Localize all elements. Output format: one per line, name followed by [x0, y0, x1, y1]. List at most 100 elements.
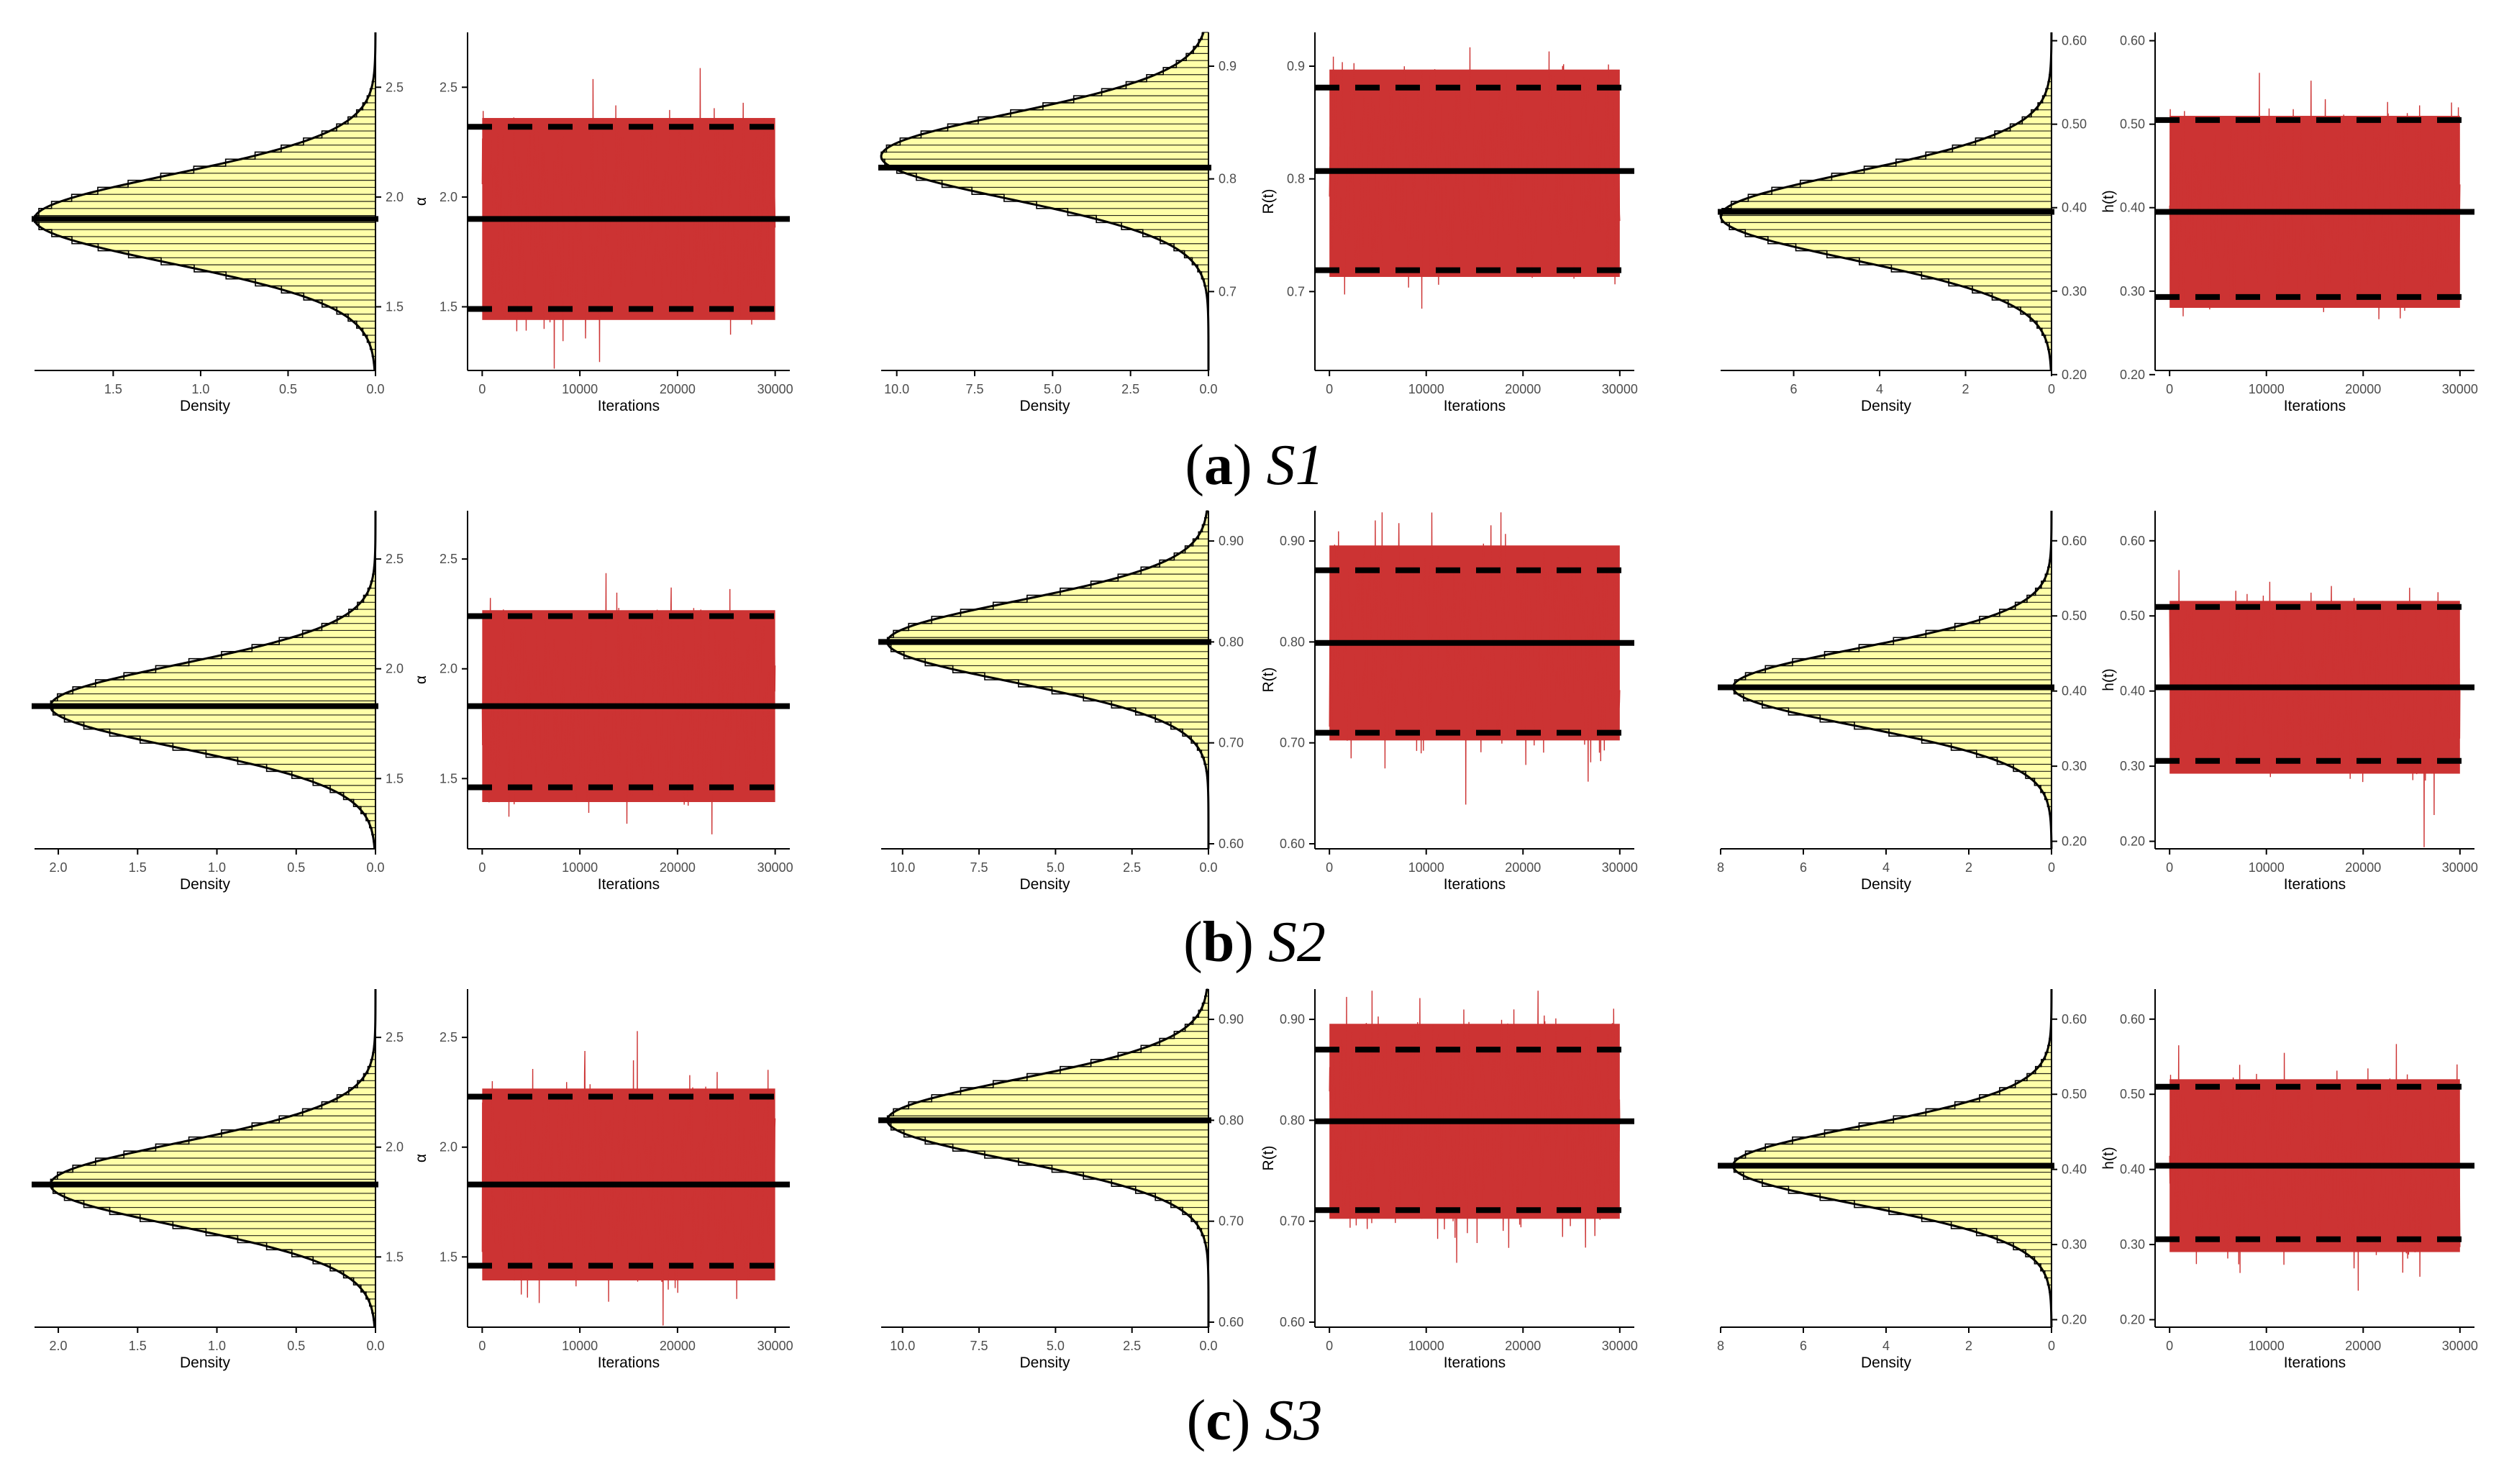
trace-line — [481, 573, 776, 834]
x-tick-label: 30000 — [2442, 1339, 2478, 1353]
y-tick-label: 0.7 — [1219, 284, 1237, 299]
panel-b-5-histogram: 8 6 4 2 0 0.20 0.30 0.40 0.50 0.60 Density — [1717, 510, 2087, 893]
x-tick-label: 10.0 — [890, 860, 915, 875]
y-tick-label: 0.30 — [2120, 759, 2145, 773]
caption-b-label: b — [1202, 911, 1235, 974]
x-tick-label: 1.0 — [208, 1339, 226, 1353]
y-tick-label: 0.50 — [2062, 609, 2087, 623]
x-tick-label: 20000 — [1505, 382, 1541, 396]
x-tick-label: 0 — [1326, 1339, 1333, 1353]
x-tick-label: 10000 — [562, 382, 598, 396]
y-tick-label: 1.5 — [386, 771, 404, 786]
x-tick-label: 6 — [1800, 860, 1807, 875]
panel-b-4-line: 0 10000 20000 30000 0.60 0.70 0.80 0.90 Iteratio… — [1260, 511, 1638, 893]
y-tick-label: 0.9 — [1219, 59, 1237, 73]
y-tick-label: 2.0 — [386, 190, 404, 204]
caption-a-scenario: S1 — [1266, 434, 1324, 497]
x-tick-label: 30000 — [1602, 860, 1638, 875]
x-tick-label: 4 — [1876, 382, 1883, 396]
y-tick-label: 0.20 — [2062, 368, 2087, 382]
x-tick-label: 0 — [2048, 1339, 2055, 1353]
y-tick-label: 0.60 — [1280, 1315, 1305, 1329]
panel-c-5-histogram: 8 6 4 2 0 0.20 0.30 0.40 0.50 0.60 Density — [1717, 988, 2087, 1371]
x-tick-label: 0 — [2166, 382, 2173, 396]
x-tick-label: 2 — [1965, 1339, 1972, 1353]
x-axis-label: Iterations — [1444, 876, 1506, 893]
x-tick-label: 10000 — [1408, 860, 1444, 875]
panel-c-1-histogram: 2.0 1.5 1.0 0.5 0.0 1.5 2.0 2.5 Density — [32, 988, 404, 1371]
x-tick-label: 10000 — [2249, 860, 2285, 875]
y-tick-label: 0.60 — [2062, 534, 2087, 548]
x-tick-label: 0.5 — [279, 382, 297, 396]
y-axis-label: R(t) — [1260, 1146, 1277, 1171]
y-tick-label: 0.8 — [1287, 172, 1305, 186]
caption-b: (b) S2 — [1183, 911, 1326, 974]
panel-a-3-histogram: 10.0 7.5 5.0 2.5 0.0 0.7 0.8 0.9 Density — [878, 32, 1237, 414]
panel-b-3-histogram: 10.0 7.5 5.0 2.5 0.00.60 0.70 0.80 0.90 Density — [878, 510, 1244, 893]
y-axis-label: h(t) — [2100, 1147, 2117, 1170]
y-tick-label: 0.9 — [1287, 59, 1305, 73]
caption-a-label: a — [1204, 434, 1233, 497]
y-tick-label: 0.20 — [2062, 834, 2087, 849]
x-tick-label: 30000 — [757, 382, 793, 396]
x-axis-label: Iterations — [1444, 1355, 1506, 1371]
y-tick-label: 0.80 — [1280, 1113, 1305, 1127]
y-tick-label: 0.40 — [2120, 684, 2145, 698]
y-tick-label: 1.5 — [440, 299, 457, 314]
y-tick-label: 0.60 — [2062, 34, 2087, 48]
x-tick-label: 10000 — [1408, 382, 1444, 396]
x-axis-label: Density — [1019, 1355, 1070, 1371]
y-tick-label: 0.50 — [2120, 609, 2145, 623]
y-tick-label: 0.20 — [2120, 1313, 2145, 1327]
caption-c-label: c — [1206, 1389, 1231, 1452]
y-tick-label: 2.0 — [440, 190, 457, 204]
x-tick-label: 20000 — [2345, 382, 2381, 396]
y-tick-label: 0.20 — [2120, 834, 2145, 849]
x-axis-label: Iterations — [2284, 876, 2346, 893]
x-tick-label: 20000 — [2345, 1339, 2381, 1353]
x-tick-label: 8 — [1717, 860, 1724, 875]
trace-line — [481, 68, 776, 369]
x-tick-label: 5.0 — [1047, 860, 1065, 875]
x-tick-label: 1.5 — [129, 860, 147, 875]
x-tick-label: 0 — [1326, 382, 1333, 396]
y-axis-label: h(t) — [2100, 668, 2117, 691]
caption-c: (c) S3 — [1186, 1389, 1323, 1452]
x-axis-label: Density — [1019, 398, 1070, 414]
panel-a-1-histogram: 1.5 1.0 0.5 0.0 1.5 2.0 2.5 Density — [32, 32, 404, 414]
x-tick-label: 30000 — [2442, 860, 2478, 875]
x-tick-label: 0 — [2048, 382, 2055, 396]
y-tick-label: 2.5 — [440, 80, 457, 94]
y-tick-label: 0.40 — [2062, 1162, 2087, 1177]
y-tick-label: 0.60 — [1219, 1315, 1244, 1329]
x-tick-label: 2.0 — [50, 860, 68, 875]
density-curve — [1731, 989, 2053, 1328]
y-axis-label: R(t) — [1260, 189, 1277, 214]
panel-c-4-line: 0 10000 20000 30000 0.60 0.70 0.80 0.90 Iteratio… — [1260, 989, 1638, 1371]
panel-a-2-line: 0 10000 20000 30000 1.5 2.0 2.5 Iterations α — [413, 32, 793, 414]
x-tick-label: 20000 — [660, 1339, 696, 1353]
x-axis-label: Density — [1019, 876, 1070, 893]
y-tick-label: 0.40 — [2062, 684, 2087, 698]
y-tick-label: 2.0 — [386, 662, 404, 676]
y-tick-label: 0.60 — [2120, 34, 2145, 48]
y-tick-label: 0.30 — [2062, 284, 2087, 299]
y-tick-label: 1.5 — [440, 1249, 457, 1264]
caption-b-scenario: S2 — [1267, 911, 1326, 974]
x-tick-label: 0 — [478, 860, 486, 875]
y-tick-label: 0.90 — [1280, 1012, 1305, 1026]
density-curve — [49, 989, 377, 1328]
x-tick-label: 8 — [1717, 1339, 1724, 1353]
y-tick-label: 0.40 — [2120, 201, 2145, 215]
x-tick-label: 0.0 — [1199, 382, 1217, 396]
x-tick-label: 0.0 — [366, 382, 384, 396]
y-axis-label: α — [413, 197, 429, 206]
y-tick-label: 0.40 — [2062, 201, 2087, 215]
y-tick-label: 0.30 — [2120, 284, 2145, 299]
x-tick-label: 0 — [2166, 1339, 2173, 1353]
x-tick-label: 7.5 — [965, 382, 983, 396]
y-tick-label: 0.8 — [1219, 172, 1237, 186]
y-tick-label: 0.20 — [2062, 1313, 2087, 1327]
x-tick-label: 7.5 — [970, 860, 988, 875]
